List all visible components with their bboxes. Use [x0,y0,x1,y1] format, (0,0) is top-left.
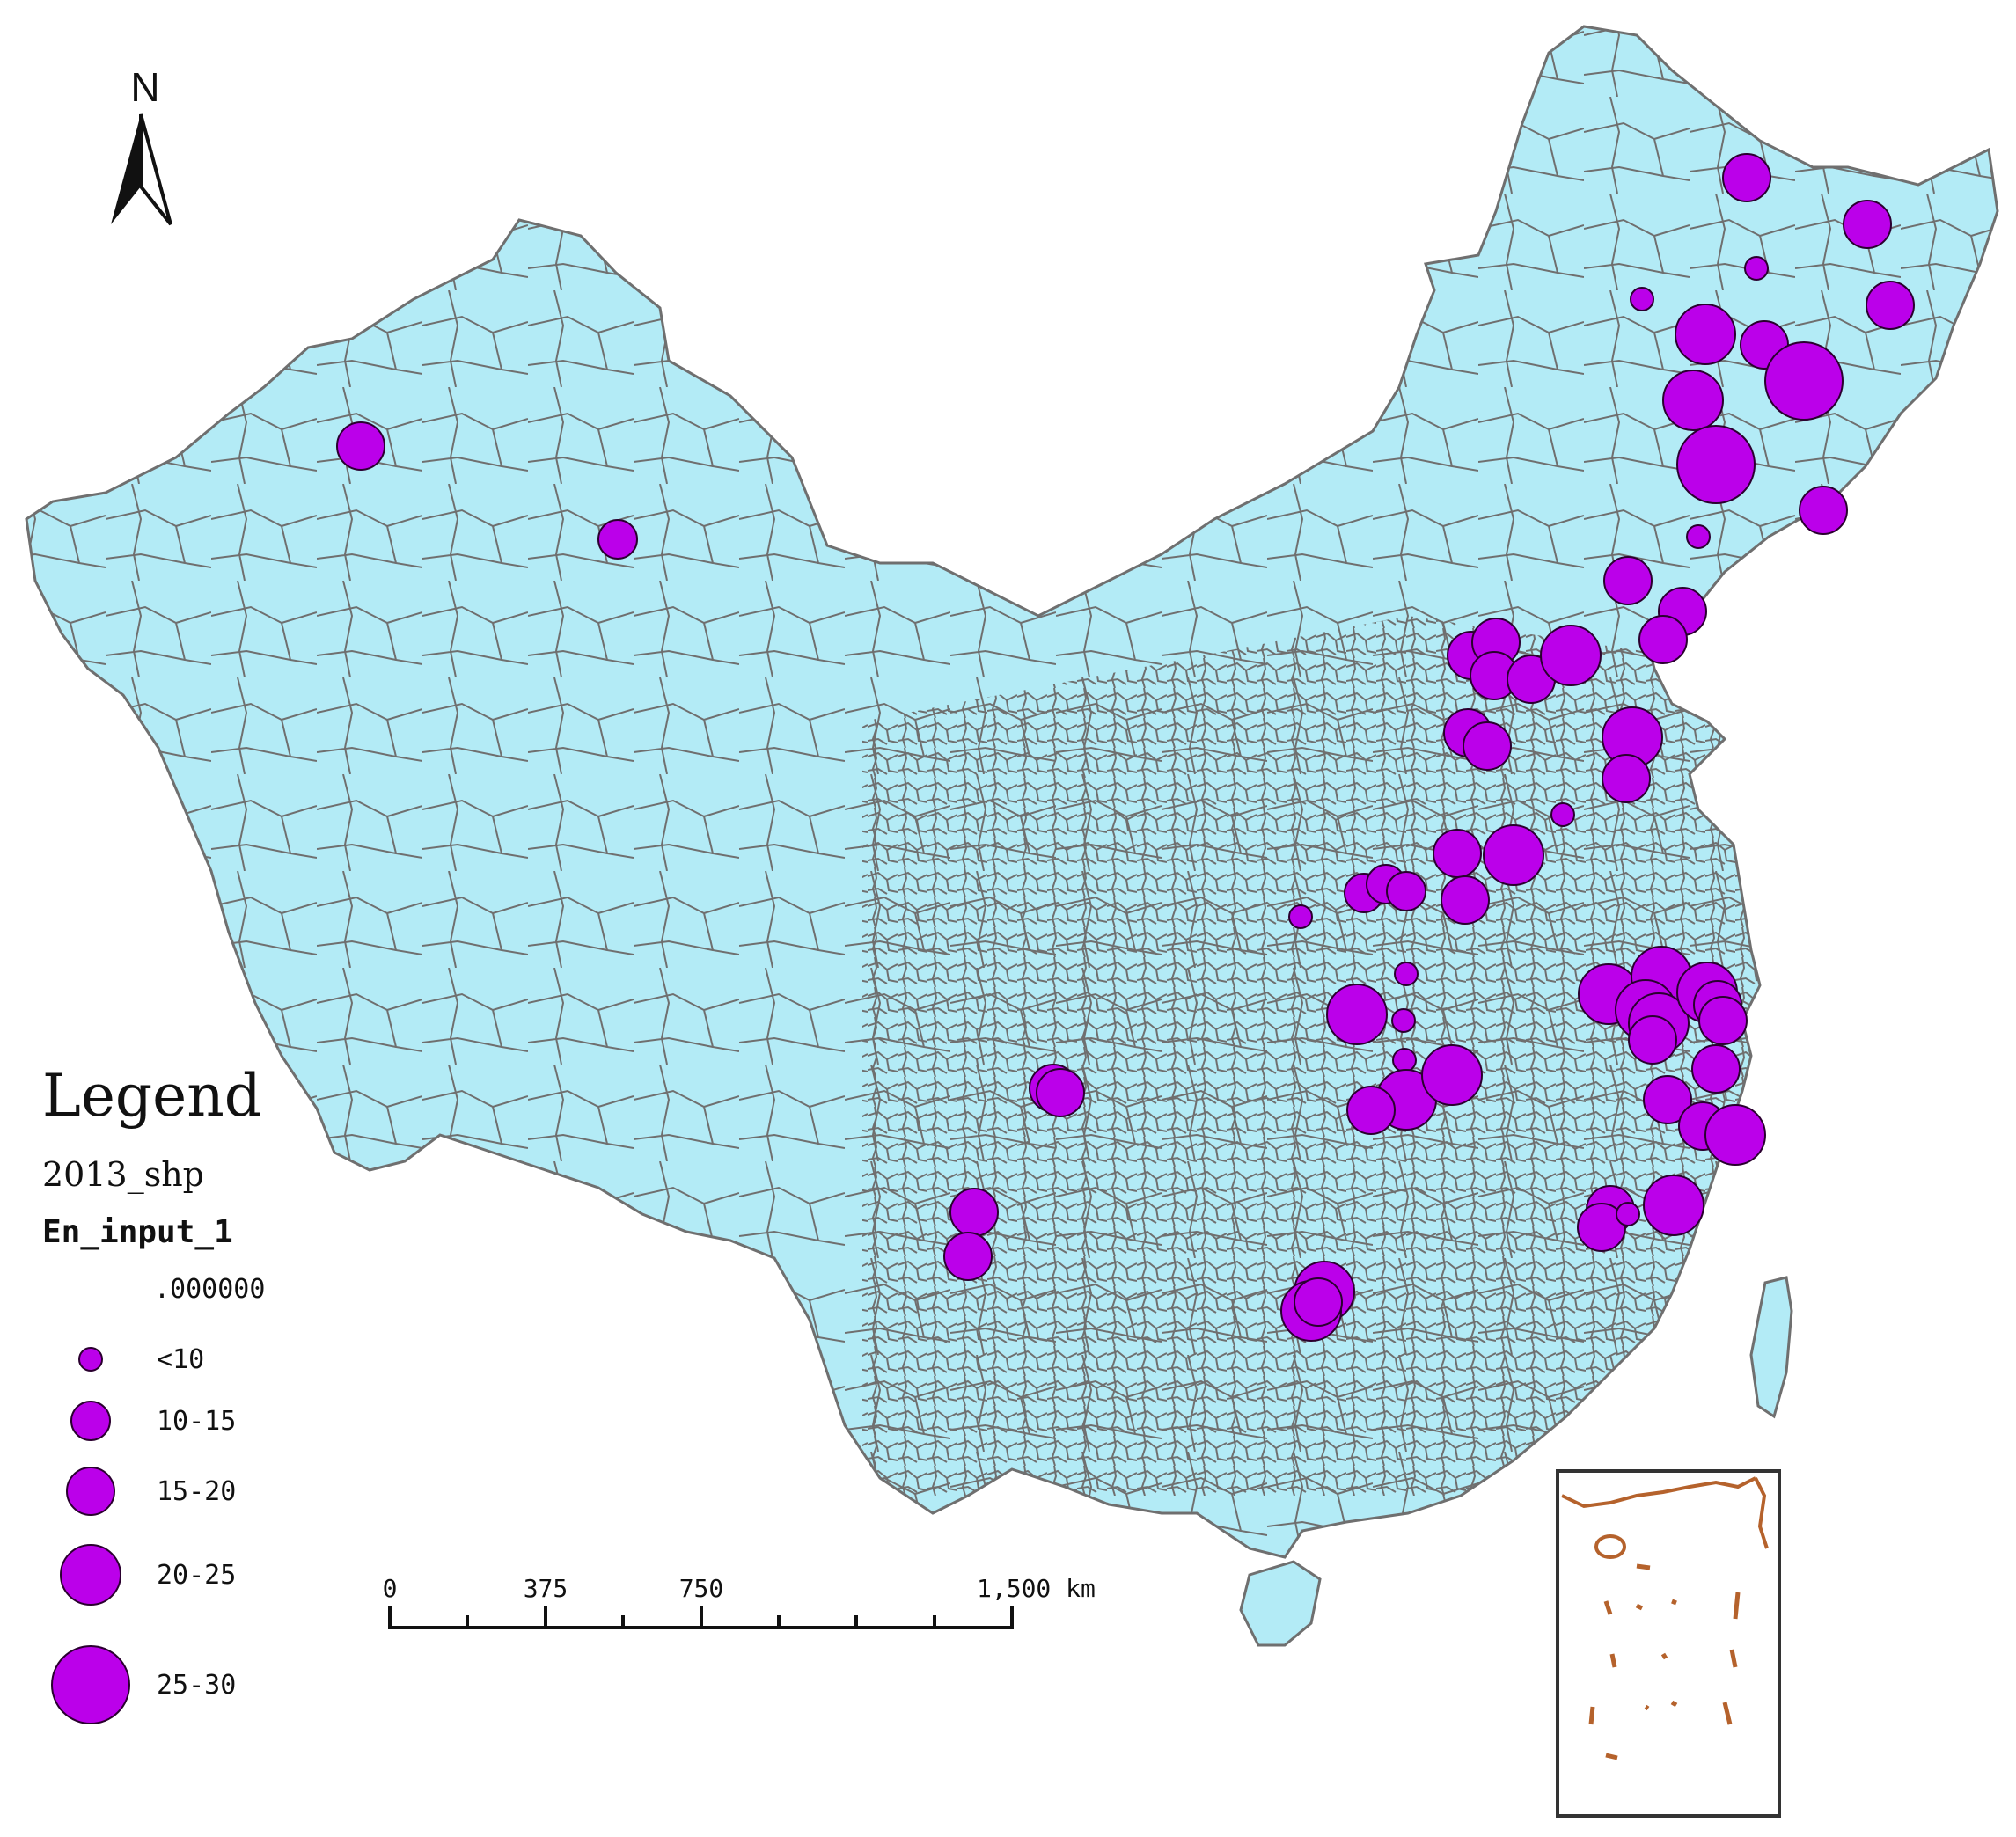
legend-field-name: En_input_1 [42,1214,233,1250]
proportional-symbol-7 [1764,341,1844,421]
legend-symbol-3 [60,1544,121,1606]
proportional-symbol-46 [1628,1015,1677,1065]
legend-class-label-3: 20-25 [157,1560,236,1591]
proportional-symbol-62 [336,421,385,471]
legend-class-label-4: 25-30 [157,1670,236,1701]
legend-symbol-4 [51,1645,130,1724]
proportional-symbol-56 [1036,1068,1085,1117]
legend-class-label-0: <10 [157,1344,204,1375]
proportional-symbol-1 [1843,200,1892,249]
proportional-symbol-61 [1294,1277,1343,1327]
proportional-symbol-0 [1722,153,1771,202]
proportional-symbol-53 [1616,1202,1640,1226]
proportional-symbol-2 [1744,256,1769,281]
north-arrow-icon [111,114,141,224]
proportional-symbol-52 [1577,1203,1626,1252]
proportional-symbol-34 [1391,1008,1416,1033]
legend-null-label: .000000 [154,1274,265,1305]
proportional-symbol-58 [943,1232,993,1281]
proportional-symbol-37 [1421,1044,1483,1106]
south-china-sea-inset [1556,1469,1781,1818]
proportional-symbol-38 [1346,1086,1396,1135]
proportional-symbol-27 [1441,875,1490,925]
legend-class-label-2: 15-20 [157,1476,236,1507]
proportional-symbol-8 [1662,370,1724,431]
scale-tick-375: 375 [524,1574,568,1603]
proportional-symbol-19 [1540,625,1602,686]
hainan-island [1239,1560,1322,1647]
proportional-symbol-3 [1630,287,1654,311]
proportional-symbol-47 [1691,1044,1741,1094]
legend-class-label-1: 10-15 [157,1406,236,1437]
proportional-symbol-45 [1698,996,1748,1045]
proportional-symbol-48 [1643,1075,1692,1124]
proportional-symbol-54 [1643,1175,1704,1236]
taiwan-island [1749,1276,1793,1419]
proportional-symbol-35 [1392,1048,1417,1072]
scale-tick-1500-km: 1,500 km [977,1574,1096,1603]
proportional-symbol-25 [1433,829,1482,878]
proportional-symbol-50 [1704,1104,1766,1166]
scale-bar: 0 375 750 1,500 km [383,1574,1096,1629]
proportional-symbol-4 [1866,281,1915,330]
proportional-symbols [336,153,1915,1342]
proportional-symbol-32 [1394,962,1419,986]
legend-title: Legend [42,1062,261,1130]
proportional-symbol-10 [1799,486,1848,535]
scale-tick-750: 750 [679,1574,724,1603]
proportional-symbol-63 [597,519,638,560]
proportional-symbol-14 [1638,615,1688,664]
proportional-symbol-12 [1603,556,1653,605]
north-arrow: N [111,64,172,226]
proportional-symbol-24 [1550,802,1575,827]
legend-classes: <10 10-15 15-20 20-25 25-30 [51,1344,236,1724]
proportional-symbol-21 [1463,721,1512,771]
proportional-symbol-5 [1675,304,1736,365]
proportional-symbol-9 [1676,425,1756,504]
proportional-symbol-57 [949,1188,999,1237]
proportional-symbol-11 [1686,524,1711,549]
legend-symbol-2 [66,1467,115,1516]
proportional-symbol-31 [1288,904,1313,929]
legend-layer-name: 2013_shp [42,1155,204,1195]
proportional-symbol-33 [1326,984,1388,1045]
legend-symbol-1 [70,1401,111,1441]
proportional-symbol-26 [1483,824,1544,886]
legend-symbol-0 [78,1347,103,1372]
proportional-symbol-23 [1602,754,1651,803]
scale-tick-0: 0 [383,1574,398,1603]
proportional-symbol-30 [1386,871,1426,911]
legend: Legend 2013_shp En_input_1 .000000 <10 10… [42,1062,265,1724]
north-label: N [130,64,159,110]
